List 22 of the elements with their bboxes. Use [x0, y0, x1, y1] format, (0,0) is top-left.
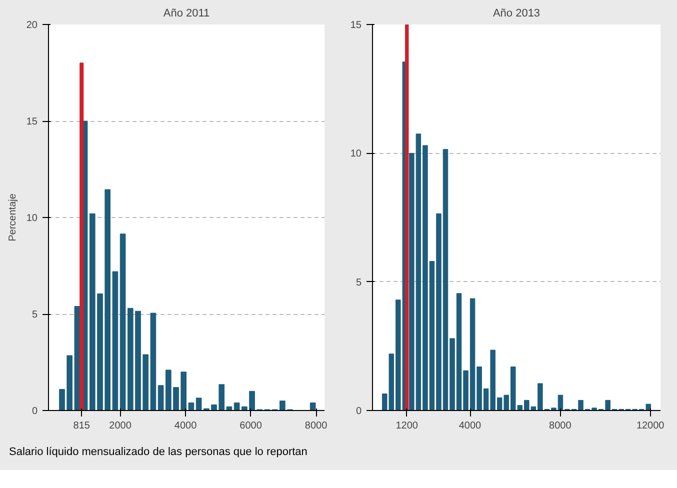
- x-tick-label: 2000: [109, 420, 132, 432]
- y-tick-label: 0: [32, 406, 38, 417]
- y-tick-label: 5: [356, 277, 362, 288]
- y-tick-label: 15: [350, 20, 362, 31]
- x-tick-label: 815: [73, 420, 90, 432]
- x-tick-label: 4000: [174, 420, 198, 432]
- y-tick-label: 10: [26, 213, 38, 224]
- chart-title: Año 2013: [492, 8, 540, 20]
- y-tick-label: 0: [356, 406, 362, 417]
- y-tick-label: 5: [32, 310, 38, 320]
- y-axis-title: Percentaje: [7, 193, 18, 242]
- x-tick-label: 4000: [458, 420, 482, 432]
- x-tick-label: 8000: [304, 420, 328, 432]
- y-tick-label: 15: [26, 116, 38, 128]
- y-tick-label: 20: [26, 20, 38, 31]
- x-tick-label: 6000: [240, 420, 262, 432]
- x-tick-label: 1200: [396, 420, 418, 432]
- x-tick-label: 12000: [636, 420, 665, 432]
- x-tick-label: 8000: [549, 420, 572, 432]
- text: Salario líquido mensualizado de las personas que lo reportan: [9, 445, 308, 460]
- chart-title: Año 2011: [163, 8, 210, 20]
- y-tick-label: 10: [350, 148, 362, 160]
